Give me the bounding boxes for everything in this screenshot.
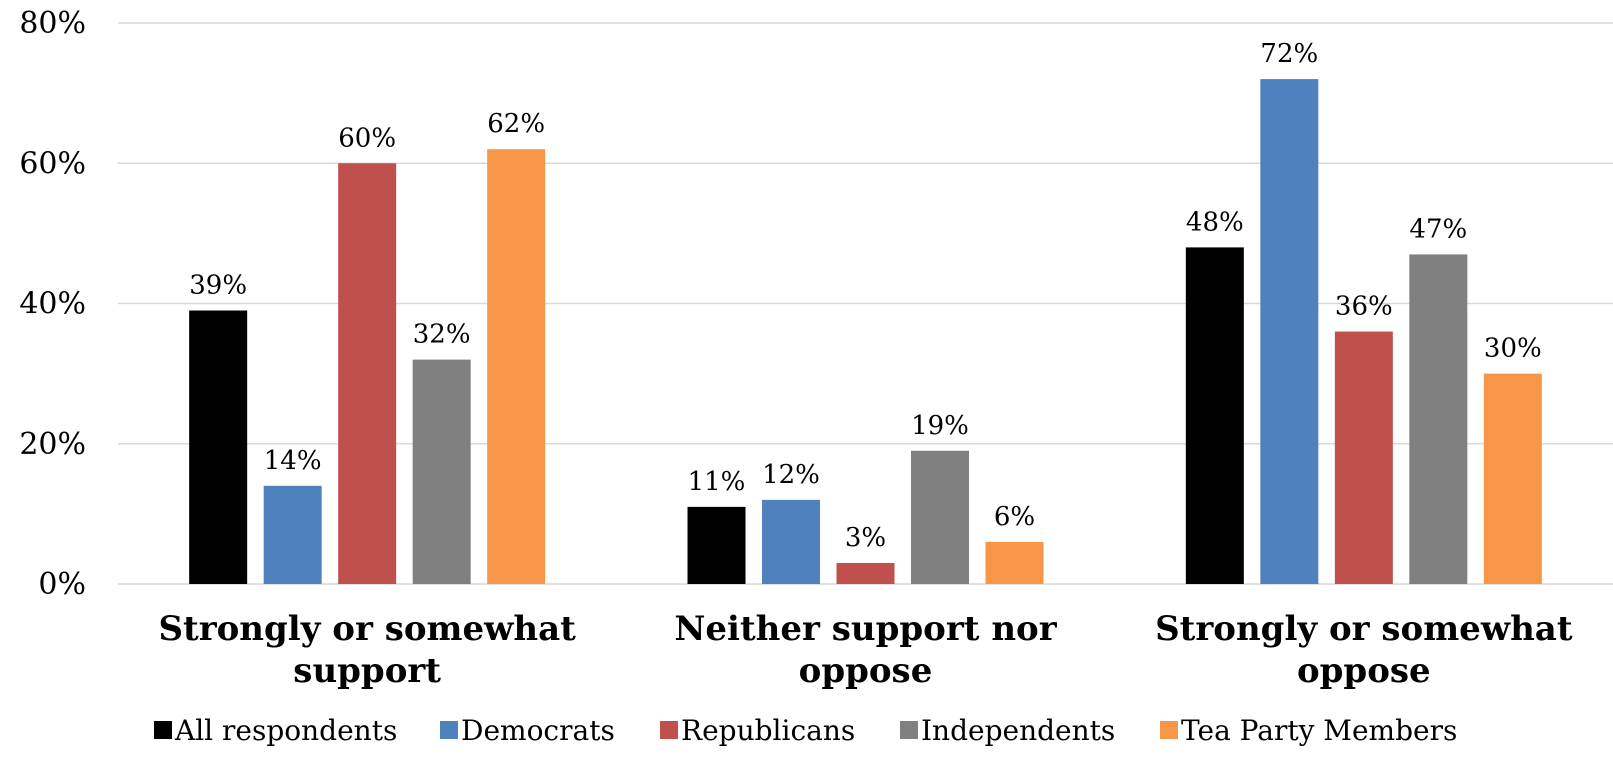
bar <box>412 359 471 584</box>
y-tick-label: 0% <box>38 567 86 602</box>
bar <box>687 506 746 584</box>
category-label-line: oppose <box>799 651 933 691</box>
data-label: 36% <box>1335 292 1393 322</box>
data-label: 47% <box>1409 214 1467 244</box>
legend-item: Republicans <box>660 714 855 747</box>
bar <box>1409 254 1468 584</box>
bar <box>263 485 322 584</box>
bar <box>1483 373 1542 584</box>
category-label: Neither support nor oppose <box>674 609 1057 691</box>
bar <box>836 562 895 584</box>
category-label-line: support <box>293 651 441 691</box>
y-tick-label: 80% <box>19 6 86 41</box>
legend-item: Tea Party Members <box>1160 714 1457 747</box>
category-label: Strongly or somewhat support <box>158 609 576 691</box>
category-label-line: oppose <box>1297 651 1431 691</box>
data-label: 62% <box>487 109 545 139</box>
data-label: 39% <box>189 271 247 301</box>
bars <box>189 79 1542 584</box>
data-label: 72% <box>1260 39 1318 69</box>
y-tick-label: 40% <box>19 287 86 322</box>
bar <box>762 499 820 584</box>
legend-swatch <box>440 721 458 739</box>
data-label: 3% <box>845 523 886 553</box>
legend-swatch <box>660 721 678 739</box>
bar <box>1185 247 1244 584</box>
bar <box>1334 331 1393 584</box>
bar <box>189 310 248 584</box>
bar <box>338 163 397 584</box>
bar <box>487 149 546 584</box>
legend-label: Democrats <box>461 714 615 747</box>
y-axis: 0% 20% 40% 60% 80% <box>19 6 86 602</box>
category-label-line: Strongly or somewhat <box>1155 609 1573 649</box>
legend-item: Democrats <box>440 714 615 747</box>
data-label: 11% <box>688 467 746 497</box>
legend: All respondents Democrats Republicans Indep… <box>154 714 1457 747</box>
y-tick-label: 60% <box>19 146 86 181</box>
legend-swatch <box>1160 721 1178 739</box>
data-label: 48% <box>1186 207 1244 237</box>
legend-label: Independents <box>921 714 1115 747</box>
legend-label: All respondents <box>174 714 397 747</box>
legend-swatch <box>900 721 918 739</box>
legend-item: All respondents <box>154 714 397 747</box>
data-label: 32% <box>413 320 471 350</box>
data-label: 19% <box>911 411 969 441</box>
category-label: Strongly or somewhat oppose <box>1155 609 1573 691</box>
data-label: 12% <box>762 460 820 490</box>
legend-label: Republicans <box>681 714 855 747</box>
legend-label: Tea Party Members <box>1181 714 1457 747</box>
category-label-line: Strongly or somewhat <box>158 609 576 649</box>
data-labels: 39% 14% 60% 32% 62% 11% 12% 3% 19% 6% 48% 72% 36% 47%… <box>189 39 1541 553</box>
data-label: 6% <box>994 502 1035 532</box>
y-tick-label: 20% <box>19 427 86 462</box>
bar <box>911 450 969 584</box>
data-label: 60% <box>338 123 396 153</box>
data-label: 30% <box>1484 334 1542 364</box>
legend-swatch <box>154 721 172 739</box>
legend-item: Independents <box>900 714 1115 747</box>
data-label: 14% <box>264 446 322 476</box>
category-label-line: Neither support nor <box>674 609 1057 649</box>
bar <box>985 541 1044 584</box>
bar <box>1260 79 1319 584</box>
